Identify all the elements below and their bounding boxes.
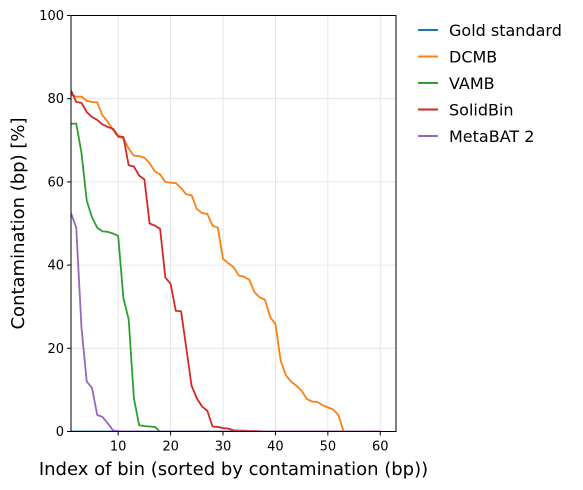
legend-item-gold-standard: Gold standard bbox=[418, 21, 562, 40]
y-tick-label: 20 bbox=[47, 342, 64, 357]
legend-item-solidbin: SolidBin bbox=[418, 101, 514, 120]
grid bbox=[71, 15, 396, 432]
x-tick-label: 10 bbox=[110, 440, 127, 455]
legend-item-vamb: VAMB bbox=[418, 74, 495, 93]
legend: Gold standard DCMB VAMB SolidBin MetaBAT 2 bbox=[418, 21, 562, 146]
y-tick-label: 40 bbox=[47, 259, 64, 274]
x-tick-label: 50 bbox=[320, 440, 337, 455]
series-line-vamb bbox=[71, 122, 381, 432]
axis-ticks: 10 20 30 40 50 60 0 20 40 60 80 100 bbox=[39, 9, 388, 455]
x-tick-label: 30 bbox=[215, 440, 232, 455]
legend-label: SolidBin bbox=[449, 101, 514, 120]
y-tick-label: 60 bbox=[47, 175, 64, 190]
y-tick-label: 100 bbox=[39, 9, 64, 24]
x-tick-label: 20 bbox=[162, 440, 179, 455]
x-tick-label: 40 bbox=[267, 440, 284, 455]
legend-label: DCMB bbox=[449, 48, 497, 67]
legend-item-metabat-2: MetaBAT 2 bbox=[418, 127, 534, 146]
series-lines bbox=[71, 90, 381, 432]
series-line-dcmb bbox=[71, 93, 381, 432]
y-tick-label: 0 bbox=[56, 425, 64, 440]
plot-frame bbox=[70, 15, 397, 432]
x-axis-label: Index of bin (sorted by contamination (b… bbox=[39, 459, 428, 480]
series-line-solidbin bbox=[71, 90, 381, 432]
y-tick-label: 80 bbox=[47, 92, 64, 107]
series-line-metabat-2 bbox=[71, 212, 381, 432]
x-tick-label: 60 bbox=[372, 440, 389, 455]
legend-item-dcmb: DCMB bbox=[418, 48, 497, 67]
y-axis-label: Contamination (bp) [%] bbox=[8, 117, 29, 329]
legend-label: Gold standard bbox=[449, 21, 562, 40]
legend-label: MetaBAT 2 bbox=[449, 127, 534, 146]
legend-label: VAMB bbox=[449, 74, 495, 93]
